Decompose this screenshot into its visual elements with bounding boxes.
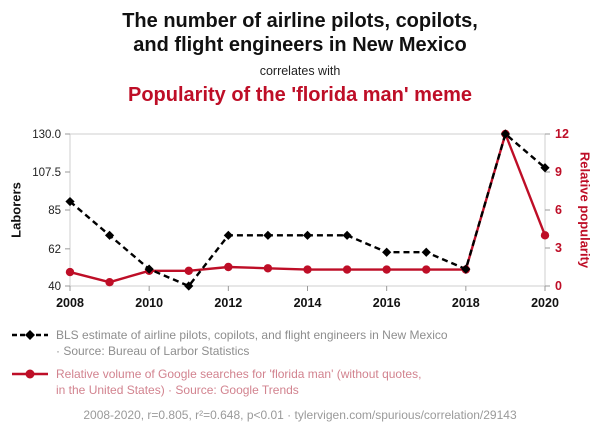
left-axis-title: Laborers xyxy=(8,181,24,238)
legend: BLS estimate of airline pilots, copilots… xyxy=(12,327,588,399)
bls-pilots-new-mexico-diamond-marker xyxy=(223,230,233,240)
x-axis-tick-label: 2008 xyxy=(56,296,84,310)
x-axis-tick-label: 2018 xyxy=(452,296,480,310)
florida-man-search-volume-circle-marker xyxy=(422,265,431,274)
right-axis-tick-label: 3 xyxy=(555,241,562,255)
black-series-legend-line1: BLS estimate of airline pilots, copilots… xyxy=(56,327,448,342)
page-title: The number of airline pilots, copilots, a… xyxy=(8,10,592,57)
right-axis-title: Relative popularity xyxy=(577,151,593,268)
florida-man-search-volume-line xyxy=(69,132,547,284)
secondary-title: Popularity of the 'florida man' meme xyxy=(127,84,472,107)
florida-man-search-volume-circle-marker xyxy=(105,277,114,287)
legend-item-black-series: BLS estimate of airline pilots, copilots… xyxy=(12,327,588,360)
bls-pilots-new-mexico-line xyxy=(69,132,546,287)
bls-pilots-new-mexico-diamond-marker xyxy=(540,162,550,173)
x-axis-tick-label: 2016 xyxy=(373,296,401,310)
x-axis-tick-label: 2012 xyxy=(214,296,242,310)
black-series-legend-label: BLS estimate of airline pilots, copilots… xyxy=(56,327,448,360)
right-axis-tick-label: 12 xyxy=(555,127,569,141)
red-line-circle-marker-icon xyxy=(12,369,48,379)
footer-stats: 2008-2020, r=0.805, r²=0.648, p<0.01 · t… xyxy=(83,407,517,422)
florida-man-search-volume-circle-marker xyxy=(382,265,391,274)
right-axis-tick-label: 9 xyxy=(555,165,562,179)
florida-man-search-volume-circle-marker xyxy=(303,265,312,274)
left-axis-tick-label: 107.5 xyxy=(32,167,61,179)
spurious-correlation-page: The number of airline pilots, copilots, a… xyxy=(0,10,600,424)
red-series-legend-line1: Relative volume of Google searches for '… xyxy=(56,366,422,381)
florida-man-search-volume-circle-marker xyxy=(184,266,193,275)
bls-pilots-new-mexico-diamond-marker xyxy=(421,247,431,257)
right-axis-tick-label: 6 xyxy=(555,203,562,217)
left-axis-tick-label: 40 xyxy=(48,281,61,293)
title-line-1: The number of airline pilots, copilots, xyxy=(122,10,478,32)
x-axis-tick-label: 2020 xyxy=(531,296,559,310)
right-axis-tick-label: 0 xyxy=(555,279,562,293)
bls-pilots-new-mexico-diamond-marker xyxy=(184,281,194,291)
bls-pilots-new-mexico-diamond-marker xyxy=(342,230,352,240)
florida-man-search-volume-circle-marker xyxy=(342,265,352,274)
red-series-legend-line2: in the United States) · Source: Google T… xyxy=(56,383,299,398)
title-line-2: and flight engineers in New Mexico xyxy=(133,33,467,56)
florida-man-search-volume-circle-marker xyxy=(540,230,550,240)
florida-man-search-volume-circle-marker xyxy=(65,267,75,277)
left-axis-tick-label: 62 xyxy=(48,244,61,256)
bls-pilots-new-mexico-diamond-marker xyxy=(500,129,511,139)
left-axis-tick-label: 85 xyxy=(48,205,61,217)
chart-area: 40 62 85 107.5 130.0 0 3 6 9 12 2008 2010 2012 2014 20… xyxy=(0,124,600,319)
bls-pilots-new-mexico-diamond-marker xyxy=(302,230,313,240)
bls-pilots-new-mexico-diamond-marker xyxy=(263,230,273,240)
line-chart: 40 62 85 107.5 130.0 0 3 6 9 12 2008 2010 2012 2014 20… xyxy=(32,127,569,310)
black-dashed-diamond-marker-icon xyxy=(12,329,48,340)
bls-pilots-new-mexico-diamond-marker xyxy=(104,230,115,240)
x-axis-tick-label: 2010 xyxy=(135,296,163,310)
bls-pilots-new-mexico-diamond-marker xyxy=(461,264,471,274)
bls-pilots-new-mexico-diamond-marker xyxy=(382,247,392,257)
left-axis-tick-label: 130.0 xyxy=(32,129,61,141)
x-axis-tick-label: 2014 xyxy=(294,296,322,310)
correlates-with-label: correlates with xyxy=(259,64,341,79)
florida-man-search-volume-circle-marker xyxy=(224,262,233,271)
black-series-legend-line2: · Source: Bureau of Larbor Statistics xyxy=(56,344,250,359)
red-series-legend-label: Relative volume of Google searches for '… xyxy=(56,366,421,399)
florida-man-search-volume-circle-marker xyxy=(263,263,273,273)
legend-item-red-series: Relative volume of Google searches for '… xyxy=(12,366,588,399)
